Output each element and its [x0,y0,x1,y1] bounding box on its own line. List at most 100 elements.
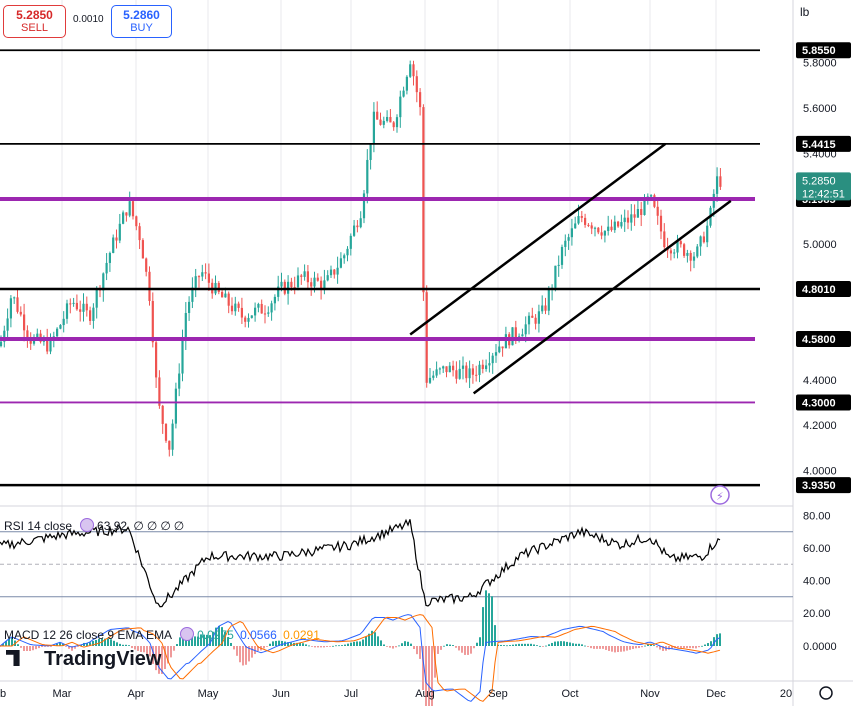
macd-histogram-bar [308,645,310,647]
macd-histogram-bar [467,646,469,655]
macd-histogram-bar [668,646,670,650]
sell-button[interactable]: 5.2850 SELL [3,5,66,38]
candle-body [102,273,105,291]
macd-histogram-bar [530,643,532,646]
candle-body [247,317,250,322]
trend-channel-line[interactable] [409,142,667,336]
candle-body [696,246,699,257]
candle-body [428,377,432,383]
macd-histogram-bar [446,644,448,646]
price-units[interactable]: lb [800,5,810,19]
cycle-icon[interactable] [180,627,195,641]
candle-body [650,195,653,197]
candle-body [511,327,514,346]
candle-body [498,346,501,353]
macd-histogram-bar [236,646,238,656]
macd-signal-value: 0.0291 [283,628,320,642]
macd-legend[interactable]: MACD 12 26 close 9 EMA EMA 0.0275 0.0566 … [4,627,323,642]
macd-histogram-bar [479,637,481,646]
candle-body [164,423,168,441]
candle-body [570,228,573,238]
candle-body [16,297,19,312]
macd-histogram-bar [398,645,400,647]
macd-histogram-bar [560,641,562,646]
macd-histogram-bar [581,644,583,646]
candle-body [557,264,560,266]
macd-histogram-bar [2,643,4,646]
macd-histogram-bar [203,634,205,646]
macd-histogram-bar [389,646,391,648]
macd-histogram-bar [5,641,7,646]
macd-histogram-bar [170,646,172,658]
macd-histogram-bar [224,631,226,646]
macd-histogram-bar [107,638,109,646]
rsi-line [0,518,721,608]
rsi-legend[interactable]: RSI 14 close 63.92 ∅ ∅ ∅ ∅ [4,518,187,533]
candle-body [461,365,465,369]
level-price-tag [796,477,851,494]
candle-body [620,222,623,227]
macd-histogram-bar [194,636,196,646]
level-price-label: 5.4415 [802,139,836,151]
candle-body [643,197,646,215]
macd-histogram-bar [410,643,412,646]
candle-body [587,224,590,226]
trend-channel-line[interactable] [472,199,732,395]
macd-histogram-bar [443,645,445,647]
macd-histogram-bar [473,646,475,649]
candle-body [230,305,234,312]
macd-histogram-bar [128,645,130,646]
macd-histogram-bar [200,634,202,646]
macd-histogram-bar [440,646,442,650]
macd-histogram-bar [716,634,718,646]
time-axis-label: 20 [780,688,792,700]
macd-histogram-bar [656,646,658,648]
macd-histogram-bar [50,646,52,647]
candle-body [254,307,257,316]
candle-body [488,363,491,366]
candle-body [471,368,474,375]
time-axis-label: Oct [561,688,578,700]
level-price-label: 5.8550 [802,45,836,57]
candle-body [669,250,672,254]
macd-histogram-bar [491,596,493,646]
macd-histogram-bar [131,646,133,649]
candle-body [300,275,303,277]
candle-body [689,252,692,261]
candle-body [379,119,382,125]
macd-histogram-bar [608,646,610,651]
macd-histogram-bar [65,646,67,647]
buy-price: 5.2860 [123,8,160,22]
cycle-icon[interactable] [80,518,95,532]
macd-histogram-bar [212,631,214,646]
macd-histogram-bar [548,644,550,646]
candle-body [263,313,267,315]
countdown-label: 12:42:51 [802,188,845,200]
candle-body [336,267,339,275]
macd-histogram-bar [521,643,523,646]
macd-histogram-bar [566,641,568,646]
price-tick-label: 4.4000 [803,375,837,387]
macd-histogram-bar [134,646,136,650]
buy-button[interactable]: 5.2860 BUY [111,5,172,38]
macd-histogram-bar [695,646,697,649]
candle-body [277,286,280,297]
macd-histogram-bar [359,641,361,646]
macd-histogram-bar [365,636,367,646]
macd-histogram-bar [257,646,259,651]
candle-body [531,315,534,318]
level-price-label: 3.9350 [802,480,836,492]
alert-icon[interactable] [710,485,730,505]
price-tick-label: 4.2000 [803,420,837,432]
candle-body [36,333,39,338]
settings-gear-icon[interactable] [819,686,833,700]
macd-histogram-bar [407,641,409,646]
macd-histogram-bar [641,646,643,648]
macd-histogram-bar [392,646,394,649]
macd-histogram-bar [269,643,271,646]
rsi-label: RSI 14 close [4,519,73,533]
logo-text: TradingView [44,648,162,670]
candle-body [353,225,356,236]
